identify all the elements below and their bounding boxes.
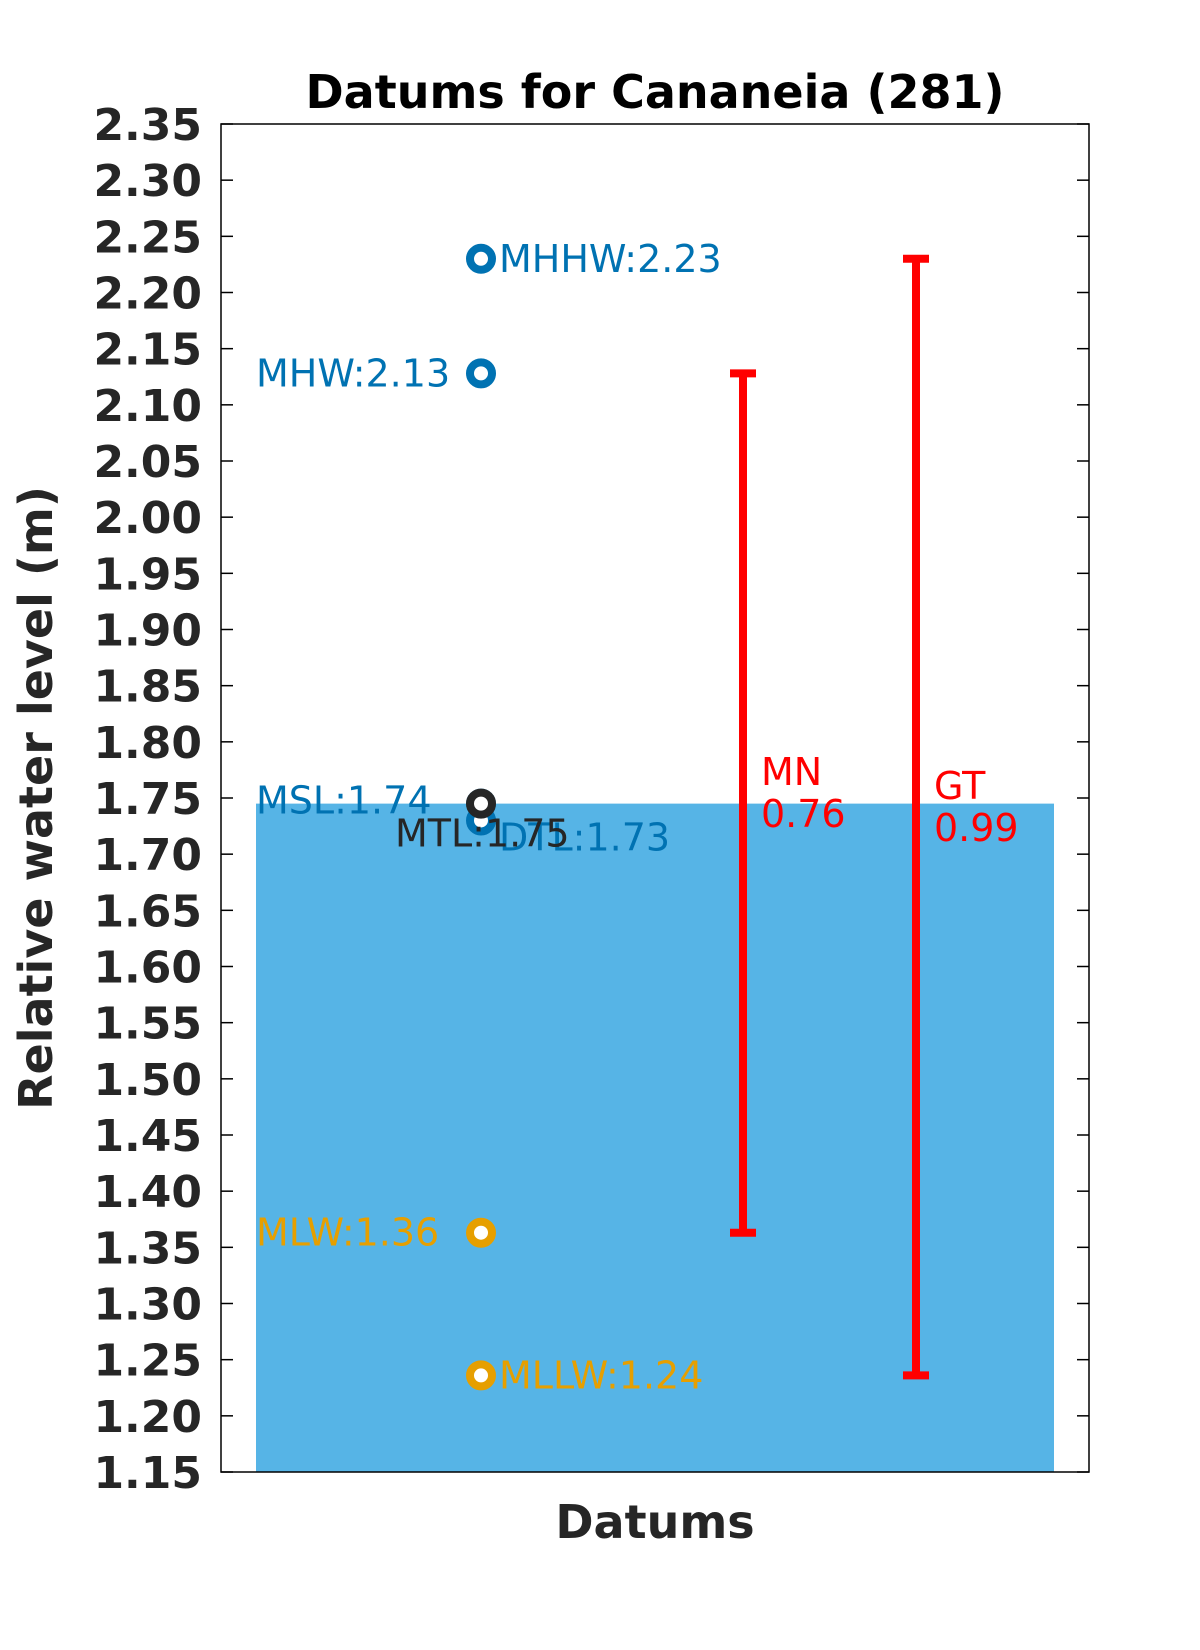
x-axis-label: Datums: [555, 1495, 754, 1549]
y-tick-label: 2.30: [93, 156, 202, 207]
y-tick-label: 1.30: [93, 1280, 202, 1331]
y-tick-label: 1.50: [93, 1055, 202, 1106]
y-tick-label: 1.40: [93, 1167, 202, 1218]
y-tick-label: 1.95: [93, 549, 202, 600]
datum-label-msl: MSL:1.74: [256, 779, 432, 823]
y-tick-label: 1.65: [93, 886, 202, 937]
y-tick-label: 2.10: [93, 381, 202, 432]
datum-marker-mhw: [466, 358, 496, 389]
y-tick-label: 2.20: [93, 269, 202, 320]
y-tick-label: 2.05: [93, 437, 202, 488]
chart-title: Datums for Cananeia (281): [305, 65, 1004, 119]
y-tick-label: 1.70: [93, 830, 202, 881]
y-tick-label: 1.20: [93, 1392, 202, 1443]
y-tick-label: 1.55: [93, 999, 202, 1050]
y-tick-label: 2.25: [93, 212, 202, 263]
y-tick-label: 1.75: [93, 774, 202, 825]
range-name-gt: GT: [934, 764, 986, 808]
datum-label-mllw: MLLW:1.24: [499, 1353, 703, 1397]
y-tick-label: 1.15: [93, 1448, 202, 1499]
plot-area: 1.151.201.251.30 1.351.401.451.501.551.60…: [93, 100, 1090, 1499]
range-value-gt: 0.99: [934, 806, 1019, 850]
datum-label-mtl: MTL:1.75: [395, 812, 570, 856]
datum-label-mlw: MLW:1.36: [256, 1211, 439, 1255]
datum-marker-mhhw: [466, 243, 496, 274]
y-tick-label: 2.00: [93, 493, 202, 544]
y-tick-label: 1.90: [93, 606, 202, 657]
datum-marker-mlw: [466, 1217, 496, 1248]
range-name-mn: MN: [761, 750, 822, 794]
y-tick-label: 1.45: [93, 1111, 202, 1162]
y-tick-label: 2.15: [93, 325, 202, 376]
datum-label-mhhw: MHHW:2.23: [499, 237, 722, 281]
y-tick-label: 1.25: [93, 1336, 202, 1387]
y-tick-label: 1.80: [93, 718, 202, 769]
datum-label-mhw: MHW:2.13: [256, 351, 450, 395]
y-axis-label: Relative water level (m): [9, 486, 63, 1110]
range-value-mn: 0.76: [761, 792, 846, 836]
datum-marker-mllw: [466, 1360, 496, 1391]
y-tick-label: 2.35: [93, 100, 202, 151]
y-tick-label: 1.85: [93, 662, 202, 713]
y-tick-label: 1.35: [93, 1223, 202, 1274]
datum-label-dtl: DTL:1.73: [499, 815, 670, 859]
datum-marker-mtl: [466, 788, 496, 819]
water-level-bar: [256, 803, 1054, 1472]
y-tick-label: 1.60: [93, 943, 202, 994]
